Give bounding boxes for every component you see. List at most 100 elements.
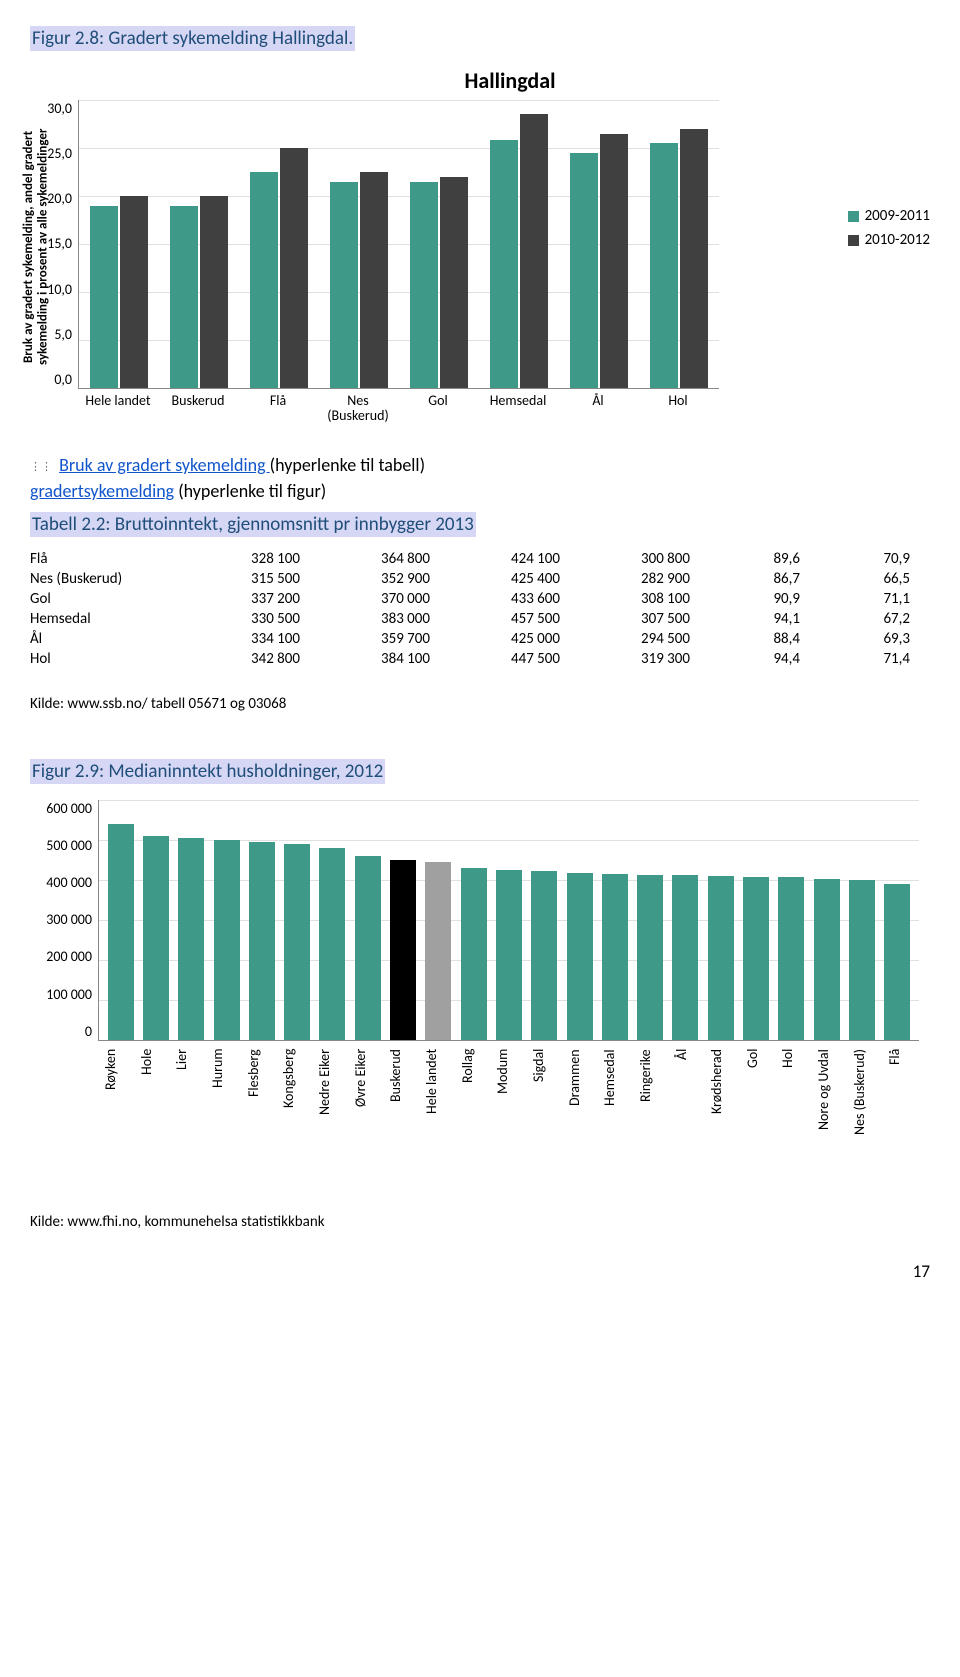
table-cell: 425 000 — [430, 630, 560, 648]
chart-1-container: Hallingdal Bruk av gradert sykemelding, … — [30, 67, 930, 424]
table-cell: 71,4 — [800, 650, 910, 668]
xtick-label: Ål — [558, 389, 638, 424]
bar — [200, 196, 228, 388]
bar-slot — [244, 800, 279, 1040]
table-cell: 315 500 — [170, 570, 300, 588]
bar-slot — [315, 800, 350, 1040]
bar — [360, 172, 388, 388]
table-cell: 383 000 — [300, 610, 430, 628]
chart-1-plot — [78, 100, 719, 389]
table-cell: 328 100 — [170, 550, 300, 568]
xtick-label: Modum — [494, 1049, 530, 1173]
xtick-label: Ringerike — [637, 1049, 673, 1173]
table-cell: 337 200 — [170, 590, 300, 608]
bar-slot — [456, 800, 491, 1040]
xtick-label: Nes(Buskerud) — [318, 389, 398, 424]
ytick-label: 600 000 — [30, 800, 92, 817]
table-row: Hemsedal330 500383 000457 500307 50094,1… — [30, 609, 930, 629]
table-row: Flå328 100364 800424 100300 80089,670,9 — [30, 549, 930, 569]
bar — [680, 129, 708, 388]
bar-slot — [738, 800, 773, 1040]
table-cell: 89,6 — [690, 550, 800, 568]
bar-slot — [527, 800, 562, 1040]
figure-2-9-heading: Figur 2.9: Medianinntekt husholdninger, … — [30, 759, 385, 784]
bar-slot — [632, 800, 667, 1040]
bar — [814, 879, 840, 1040]
chart-1-legend: 2009-2011 2010-2012 — [848, 207, 930, 255]
table-cell: 330 500 — [170, 610, 300, 628]
xtick-label: Hol — [779, 1049, 815, 1173]
bullet-icon: ⋮⋮ — [30, 460, 52, 473]
table-cell: 69,3 — [800, 630, 910, 648]
table-cell: Hol — [30, 650, 170, 668]
link-gradertsykemelding[interactable]: gradertsykemelding — [30, 480, 174, 502]
xtick-label: Røyken — [102, 1049, 138, 1173]
bar-group — [239, 100, 319, 388]
link-gradert-sykemelding[interactable]: Bruk av gradert sykemelding — [59, 454, 270, 476]
ytick-label: 30,0 — [30, 100, 72, 117]
table-cell: 88,4 — [690, 630, 800, 648]
bar-slot — [774, 800, 809, 1040]
bar — [250, 172, 278, 388]
bar-slot — [350, 800, 385, 1040]
link-row-1: ⋮⋮ Bruk av gradert sykemelding (hyperlen… — [30, 454, 930, 476]
xtick-label: Rollag — [459, 1049, 495, 1173]
ytick-label: 300 000 — [30, 911, 92, 928]
bar — [461, 868, 487, 1040]
bar — [355, 856, 381, 1040]
bar-slot — [174, 800, 209, 1040]
chart-2-xaxis: RøykenHoleLierHurumFlesbergKongsbergNedr… — [98, 1049, 926, 1173]
bar — [108, 824, 134, 1040]
bar — [778, 877, 804, 1039]
bar — [330, 182, 358, 388]
ytick-label: 200 000 — [30, 948, 92, 965]
bar — [280, 148, 308, 388]
bar — [90, 206, 118, 388]
legend-swatch — [848, 211, 859, 222]
table-cell: 447 500 — [430, 650, 560, 668]
xtick-label: Sigdal — [530, 1049, 566, 1173]
bar — [520, 114, 548, 388]
table-cell: 282 900 — [560, 570, 690, 588]
legend-item: 2009-2011 — [848, 207, 930, 225]
chart-2-plot — [98, 800, 919, 1041]
xtick-label: Øvre Eiker — [352, 1049, 388, 1173]
xtick-label: Hemsedal — [601, 1049, 637, 1173]
bar — [390, 860, 416, 1040]
xtick-label: Nes (Buskerud) — [851, 1049, 887, 1173]
table-cell: 300 800 — [560, 550, 690, 568]
bar — [319, 848, 345, 1040]
table-cell: 364 800 — [300, 550, 430, 568]
bar-slot — [138, 800, 173, 1040]
xtick-label: Flå — [886, 1049, 922, 1173]
bar-slot — [562, 800, 597, 1040]
legend-label: 2010-2012 — [865, 231, 930, 249]
figure-2-8-heading: Figur 2.8: Gradert sykemelding Hallingda… — [30, 26, 355, 51]
bar-slot — [421, 800, 456, 1040]
xtick-label: Hol — [638, 389, 718, 424]
bar-group — [159, 100, 239, 388]
ytick-label: 0,0 — [30, 371, 72, 388]
bar-slot — [279, 800, 314, 1040]
ytick-label: 100 000 — [30, 986, 92, 1003]
bar-group — [79, 100, 159, 388]
table-row: Gol337 200370 000433 600308 10090,971,1 — [30, 589, 930, 609]
table-source: Kilde: www.ssb.no/ tabell 05671 og 03068 — [30, 695, 930, 713]
chart-2-container: 600 000500 000400 000300 000200 000100 0… — [30, 800, 930, 1041]
xtick-label: Hele landet — [78, 389, 158, 424]
table-cell: 90,9 — [690, 590, 800, 608]
table-cell: 424 100 — [430, 550, 560, 568]
bar — [602, 874, 628, 1040]
chart-1-xaxis: Hele landetBuskerudFlåNes(Buskerud)GolHe… — [78, 389, 718, 424]
chart-1-title: Hallingdal — [90, 67, 930, 94]
bar-slot — [597, 800, 632, 1040]
table-cell: 94,1 — [690, 610, 800, 628]
bar-slot — [209, 800, 244, 1040]
bar-slot — [880, 800, 915, 1040]
bar — [284, 844, 310, 1040]
bar-group — [479, 100, 559, 388]
table-cell: 425 400 — [430, 570, 560, 588]
bar — [600, 134, 628, 388]
xtick-label: Buskerud — [158, 389, 238, 424]
xtick-label: Hurum — [209, 1049, 245, 1173]
